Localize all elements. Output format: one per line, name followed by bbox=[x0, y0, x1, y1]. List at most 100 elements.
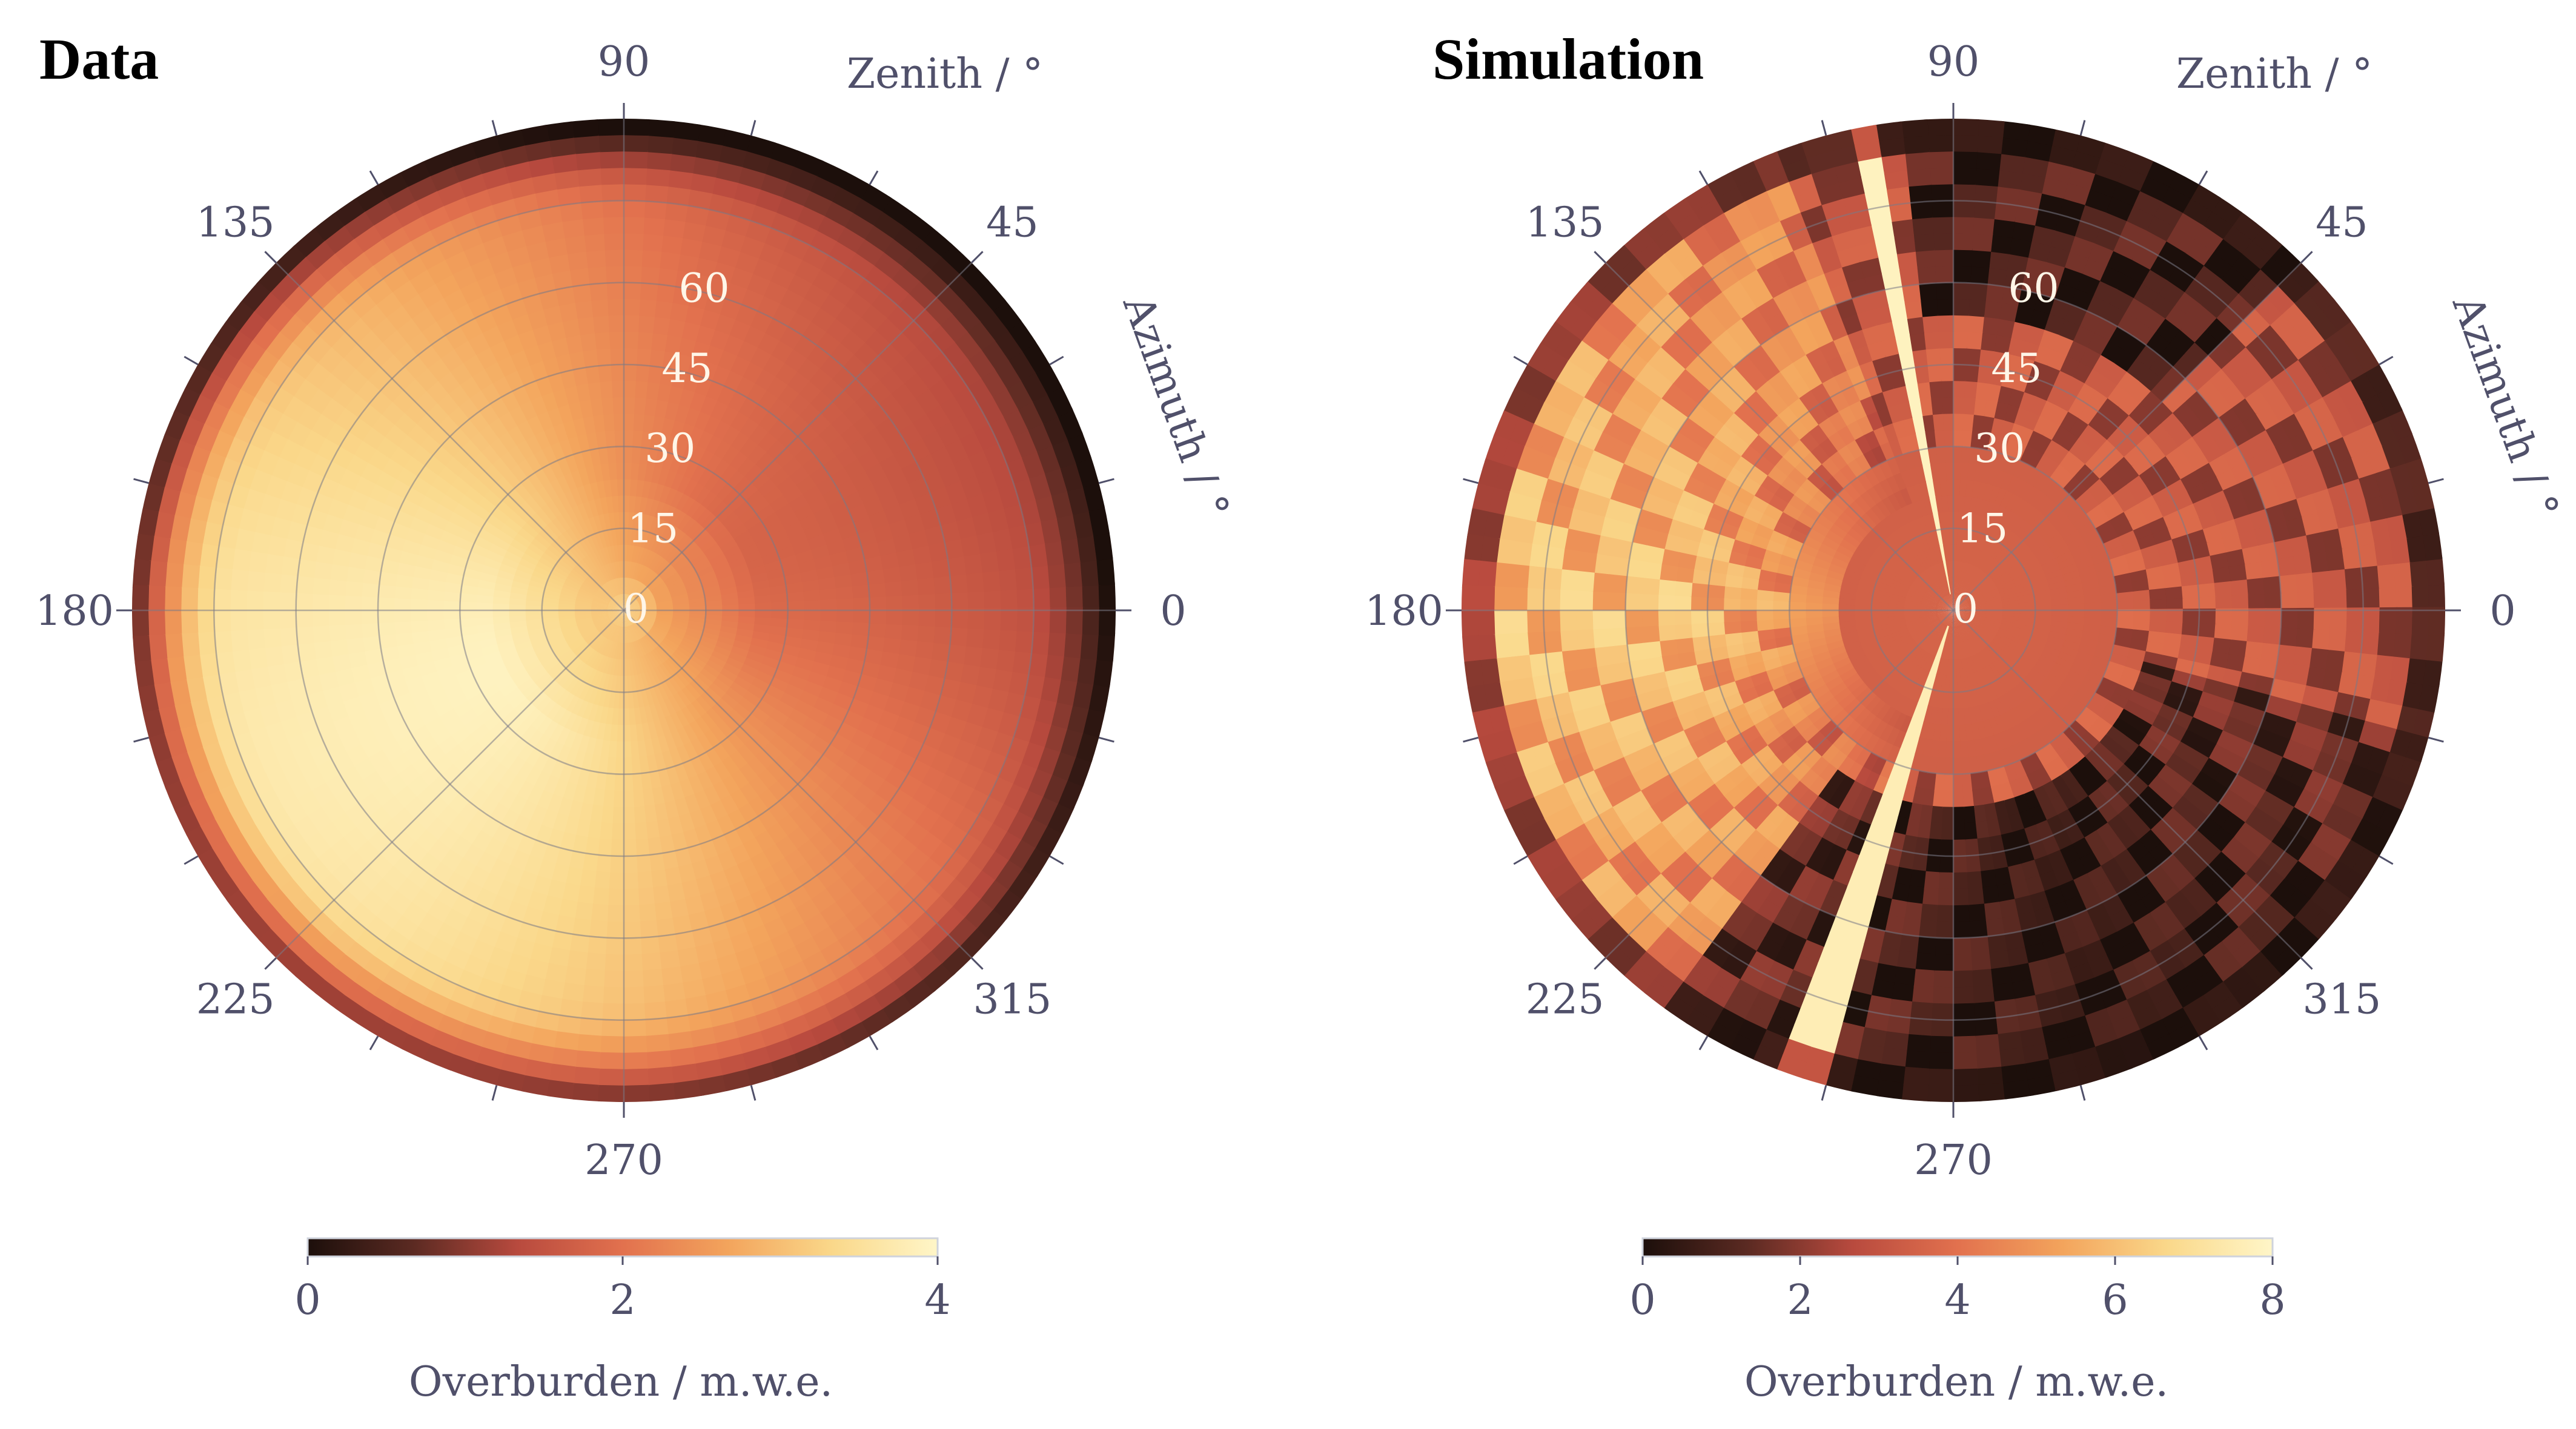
heatmap-cell bbox=[573, 612, 592, 616]
heatmap-cell bbox=[595, 589, 611, 601]
heatmap-cell bbox=[1953, 595, 1964, 610]
heatmap-cell bbox=[743, 656, 764, 672]
heatmap-cell bbox=[2041, 556, 2060, 570]
heatmap-cell bbox=[523, 605, 542, 612]
heatmap-cell bbox=[525, 748, 543, 769]
heatmap-cell bbox=[601, 412, 615, 432]
heatmap-cell bbox=[2002, 599, 2021, 606]
heatmap-cell bbox=[733, 675, 754, 692]
heatmap-cell bbox=[737, 621, 757, 632]
heatmap-cell bbox=[565, 635, 583, 648]
heatmap-cell bbox=[620, 610, 624, 629]
heatmap-cell bbox=[645, 119, 676, 138]
heatmap-cell bbox=[520, 682, 540, 700]
heatmap-cell bbox=[681, 440, 698, 461]
heatmap-cell bbox=[2103, 194, 2134, 222]
heatmap-cell bbox=[1945, 593, 1953, 610]
heatmap-cell bbox=[571, 698, 584, 718]
heatmap-cell bbox=[718, 630, 738, 641]
heatmap-cell bbox=[557, 437, 574, 458]
heatmap-cell bbox=[596, 150, 624, 169]
heatmap-cell bbox=[598, 1068, 627, 1087]
heatmap-cell bbox=[576, 700, 589, 719]
heatmap-cell bbox=[1872, 119, 1904, 142]
heatmap-cell bbox=[564, 548, 580, 564]
heatmap-cell bbox=[2101, 600, 2119, 610]
heatmap-cell bbox=[152, 511, 175, 542]
heatmap-cell bbox=[880, 649, 901, 669]
heatmap-cell bbox=[557, 1015, 584, 1037]
heatmap-cell bbox=[526, 664, 545, 680]
heatmap-cell bbox=[586, 770, 600, 791]
heatmap-cell bbox=[886, 593, 904, 610]
heatmap-cell bbox=[670, 898, 692, 920]
heatmap-cell bbox=[773, 535, 794, 552]
heatmap-cell bbox=[580, 582, 597, 595]
heatmap-cell bbox=[1966, 590, 1982, 602]
heatmap-cell bbox=[591, 569, 605, 586]
heatmap-cell bbox=[598, 1084, 627, 1102]
heatmap-cell bbox=[553, 285, 575, 306]
heatmap-cell bbox=[637, 461, 647, 481]
angular-tick-mark bbox=[491, 120, 498, 136]
heatmap-cell bbox=[1044, 538, 1066, 566]
heatmap-cell bbox=[1925, 133, 1953, 153]
heatmap-cell bbox=[835, 584, 855, 599]
heatmap-cell bbox=[343, 581, 363, 599]
heatmap-cell bbox=[2019, 154, 2050, 178]
heatmap-cell bbox=[621, 346, 638, 365]
heatmap-cell bbox=[565, 526, 580, 545]
heatmap-cell bbox=[425, 589, 445, 602]
heatmap-cell bbox=[654, 702, 667, 721]
heatmap-cell bbox=[955, 514, 979, 539]
heatmap-cell bbox=[2196, 567, 2216, 585]
heatmap-cell bbox=[1049, 584, 1068, 610]
heatmap-cell bbox=[423, 1045, 457, 1072]
heatmap-cell bbox=[624, 610, 632, 627]
heatmap-cell bbox=[491, 670, 511, 686]
heatmap-cell bbox=[554, 1031, 583, 1053]
heatmap-cell bbox=[650, 580, 667, 593]
heatmap-cell bbox=[2389, 535, 2412, 564]
heatmap-cell bbox=[632, 395, 647, 415]
heatmap-cell bbox=[1879, 268, 1902, 291]
heatmap-cell bbox=[532, 188, 560, 211]
heatmap-cell bbox=[438, 529, 460, 547]
heatmap-cell bbox=[1975, 550, 1987, 568]
heatmap-cell bbox=[700, 691, 719, 709]
heatmap-cell bbox=[780, 179, 812, 206]
heatmap-cell bbox=[1911, 232, 1935, 252]
heatmap-cell bbox=[2009, 320, 2030, 342]
heatmap-cell bbox=[411, 566, 432, 581]
heatmap-cell bbox=[693, 1042, 723, 1066]
heatmap-cell bbox=[643, 968, 666, 989]
heatmap-cell bbox=[713, 438, 732, 460]
heatmap-cell bbox=[758, 662, 779, 678]
heatmap-cell bbox=[1060, 535, 1082, 564]
heatmap-cell bbox=[629, 560, 635, 579]
heatmap-cell bbox=[1869, 463, 1887, 483]
heatmap-cell bbox=[606, 606, 624, 610]
heatmap-cell bbox=[632, 773, 644, 793]
heatmap-cell bbox=[551, 687, 567, 705]
heatmap-cell bbox=[1852, 240, 1879, 263]
heatmap-cell bbox=[600, 639, 611, 657]
heatmap-cell bbox=[575, 819, 592, 839]
heatmap-cell bbox=[549, 540, 566, 556]
heatmap-cell bbox=[2248, 592, 2266, 610]
heatmap-cell bbox=[536, 716, 554, 736]
heatmap-cell bbox=[1970, 529, 1979, 549]
heatmap-cell bbox=[944, 536, 966, 559]
heatmap-cell bbox=[2085, 502, 2106, 521]
heatmap-cell bbox=[1072, 507, 1095, 539]
heatmap-cell bbox=[651, 650, 664, 667]
heatmap-cell bbox=[586, 668, 598, 687]
heatmap-cell bbox=[706, 276, 731, 299]
heatmap-cell bbox=[680, 962, 706, 985]
heatmap-cell bbox=[2075, 556, 2096, 570]
heatmap-cell bbox=[528, 171, 557, 194]
heatmap-cell bbox=[1898, 486, 1913, 506]
heatmap-cell bbox=[1953, 595, 1964, 610]
heatmap-cell bbox=[581, 536, 594, 554]
heatmap-cell bbox=[184, 518, 207, 547]
